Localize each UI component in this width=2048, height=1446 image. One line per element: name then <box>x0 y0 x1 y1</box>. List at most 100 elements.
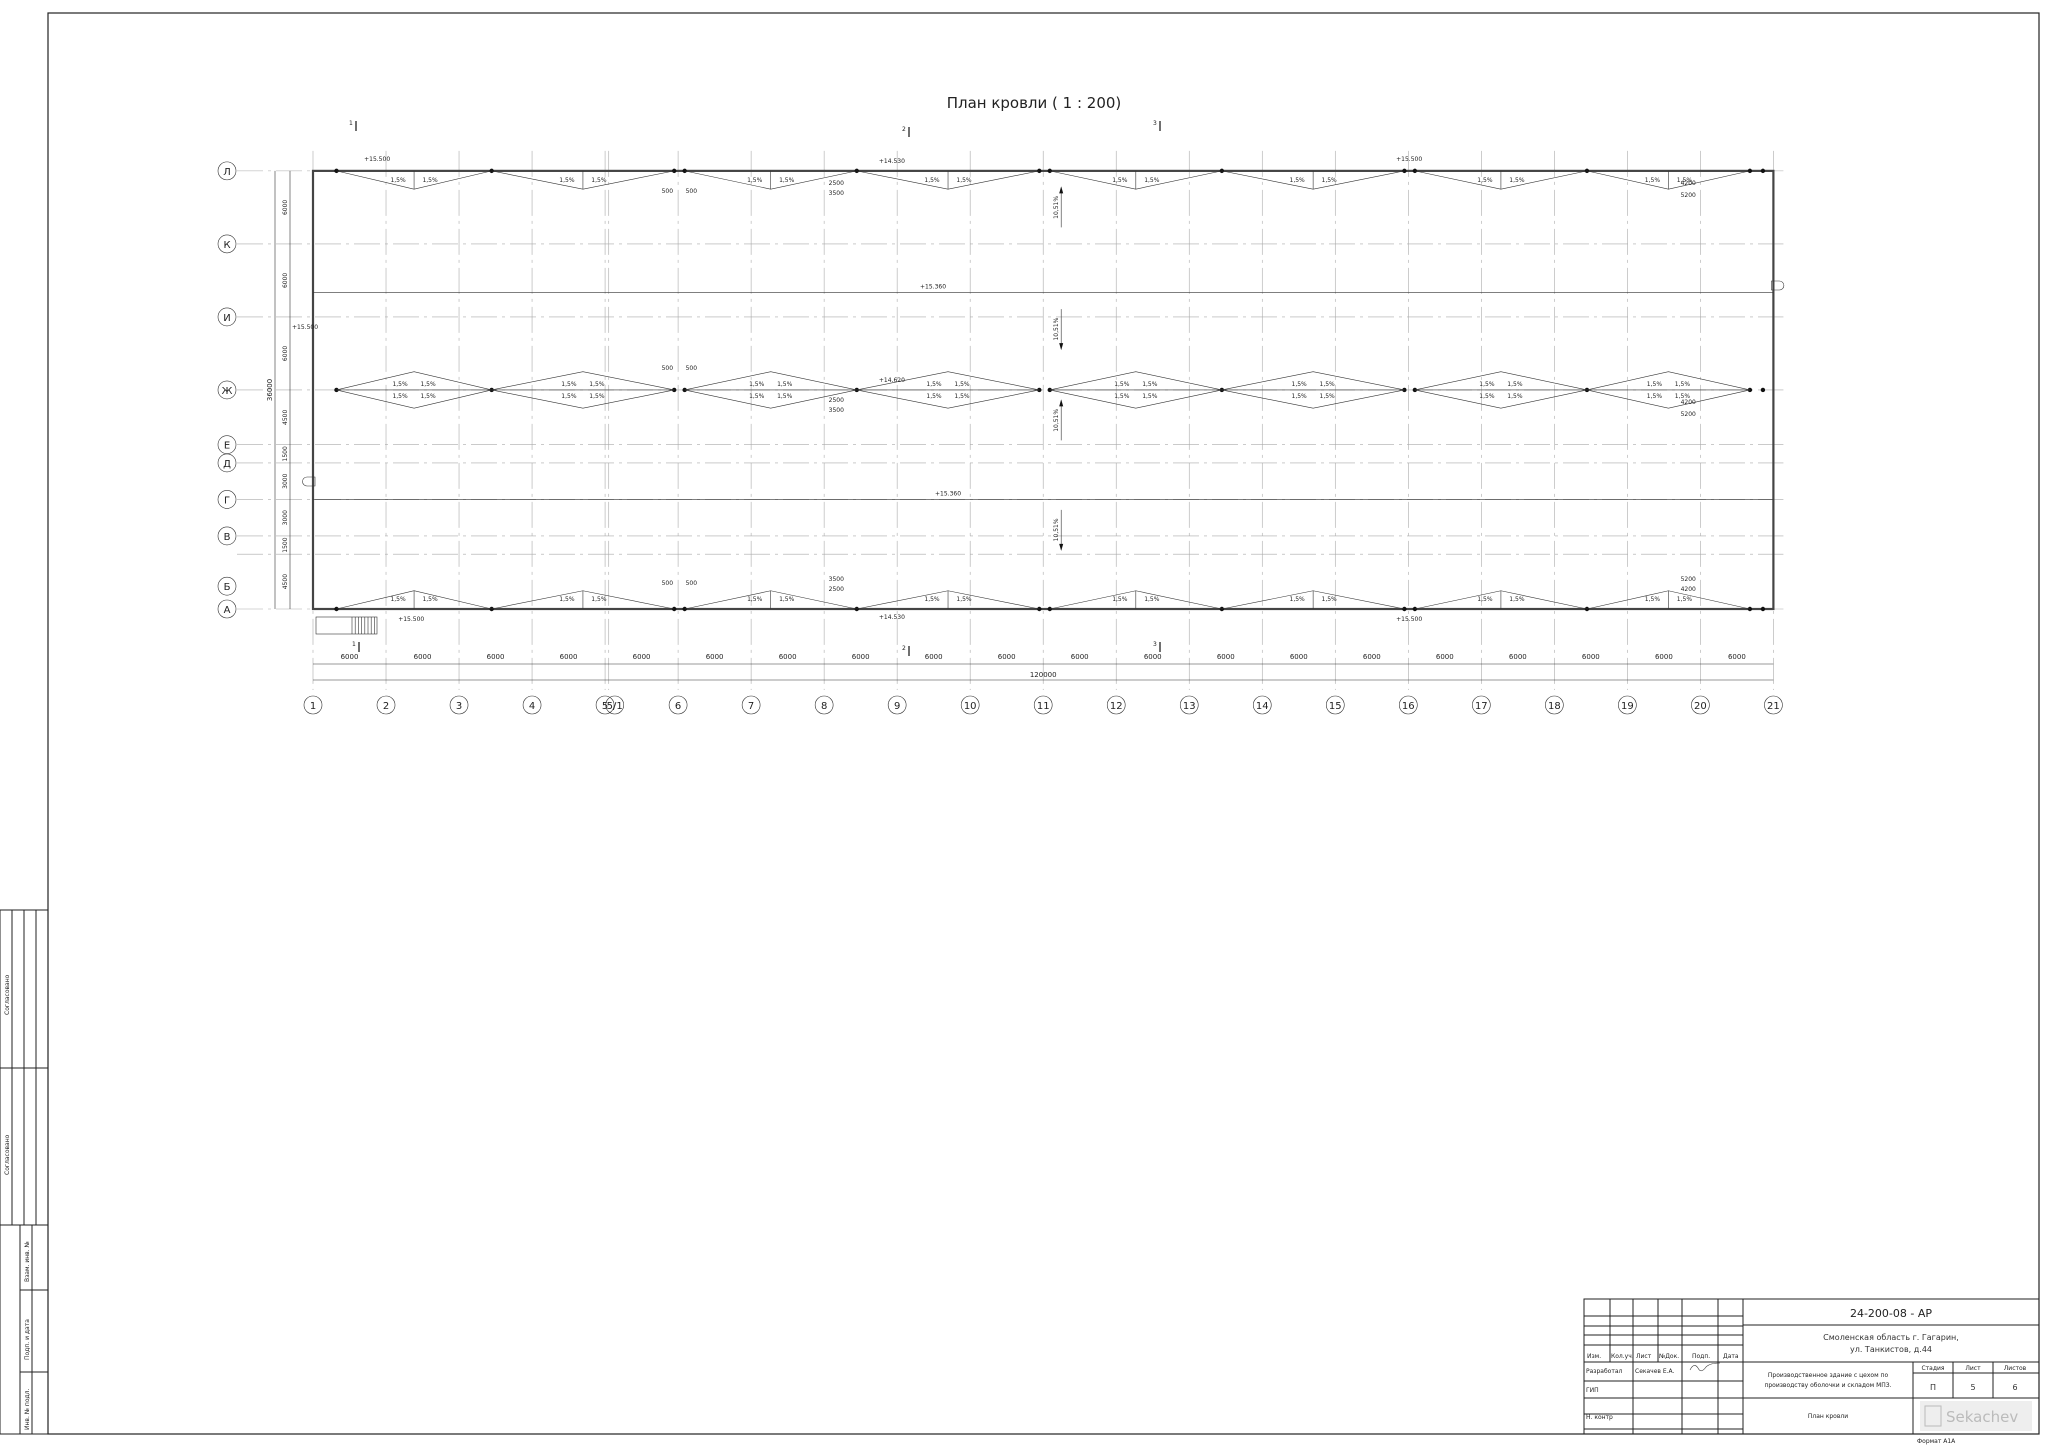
column-axis-label: 16 <box>1402 701 1415 712</box>
row-spacing-dimension: 6000 <box>282 200 289 215</box>
parapet-elevation: +15.500 <box>364 156 390 163</box>
row-spacing-dimension: 3000 <box>282 510 289 525</box>
drain-offset-dimension: 500 <box>662 365 674 372</box>
column-axis-bubble <box>814 695 834 715</box>
stamp-inv-orig: Инв. № подл. <box>24 1389 31 1430</box>
bay-dimension: 6000 <box>1144 653 1162 661</box>
header-list: Лист <box>1636 1353 1652 1360</box>
drain-dimension: 3500 <box>829 576 844 583</box>
parapet-elevation: +15.500 <box>398 616 424 623</box>
parapet-elevation: +15.500 <box>292 324 318 331</box>
sheet-format: Формат А1А <box>1917 1438 1956 1445</box>
slope-label: 1,5% <box>1290 596 1306 603</box>
column-axis-label: 4 <box>529 701 535 712</box>
column-axis-label: 18 <box>1548 701 1561 712</box>
column-axis-bubble <box>668 695 688 715</box>
slope-label: 1,5% <box>1114 381 1130 388</box>
slope-label: 1,5% <box>1509 177 1525 184</box>
column-axis-bubble <box>303 695 323 715</box>
slope-label: 1,5% <box>1479 393 1495 400</box>
column-axis-label: 20 <box>1694 701 1707 712</box>
parapet-elevation: +15.500 <box>1396 156 1422 163</box>
header-izm: Изм. <box>1587 1353 1601 1360</box>
slope-label: 1,5% <box>1112 596 1128 603</box>
bay-dimension: 6000 <box>1509 653 1527 661</box>
bay-dimension: 6000 <box>998 653 1016 661</box>
row-axis-bubble <box>217 234 237 254</box>
column-axis-label: 10 <box>964 701 977 712</box>
row-axis-label: А <box>224 605 231 616</box>
row-axis-label: В <box>224 532 231 543</box>
column-axis-bubble <box>376 695 396 715</box>
slope-label: 1,5% <box>779 596 795 603</box>
slope-label: 1,5% <box>1322 177 1338 184</box>
row-axis-bubble <box>217 380 237 400</box>
drain-offset-dimension: 500 <box>686 365 698 372</box>
slope-arrow-head <box>1059 343 1064 351</box>
drain-dimension: 3500 <box>829 190 844 197</box>
main-slope-label: 10,51% <box>1053 317 1060 340</box>
column-axis-label: 2 <box>383 701 389 712</box>
header-kol-uch: Кол.уч. <box>1611 1353 1634 1360</box>
row-axis-label: Е <box>224 441 230 452</box>
slope-label: 1,5% <box>422 596 438 603</box>
slope-label: 1,5% <box>1142 393 1158 400</box>
row-spacing-dimension: 1500 <box>282 446 289 461</box>
column-axis-bubble <box>449 695 469 715</box>
column-axis-bubble <box>1252 695 1272 715</box>
slope-label: 1,5% <box>1645 177 1661 184</box>
slope-label: 1,5% <box>591 596 607 603</box>
slope-label: 1,5% <box>1675 393 1691 400</box>
slope-label: 1,5% <box>561 381 577 388</box>
row-axis-bubble <box>217 435 237 455</box>
column-axis-bubble <box>960 695 980 715</box>
column-axis-label: 13 <box>1183 701 1196 712</box>
ridge-elevation: +15.360 <box>935 490 961 497</box>
side-stamp: Согласовано Согласовано Взам. инв. № Под… <box>0 909 49 1435</box>
slope-label: 1,5% <box>747 177 763 184</box>
roof-drain <box>1402 606 1407 612</box>
slope-label: 1,5% <box>390 596 406 603</box>
row-axis-bubble <box>217 576 237 596</box>
roof-drain <box>1037 606 1042 612</box>
stamp-sign-date: Подп. и дата <box>24 1319 31 1360</box>
slope-label: 1,5% <box>422 177 438 184</box>
bay-dimension: 6000 <box>633 653 651 661</box>
column-axis-label: 21 <box>1767 701 1780 712</box>
bay-dimension: 6000 <box>1363 653 1381 661</box>
row-axis-bubble <box>217 526 237 546</box>
slope-label: 1,5% <box>589 381 605 388</box>
slope-label: 1,5% <box>749 393 765 400</box>
slope-label: 1,5% <box>1292 381 1308 388</box>
row-spacing-dimension: 6000 <box>282 273 289 288</box>
drain-offset-dimension: 500 <box>662 580 674 587</box>
title-block: 24-200-08 - АР Смоленская область г. Гаг… <box>1583 1298 2040 1445</box>
logo-icon <box>1924 1405 1942 1427</box>
column-axis-label: 3 <box>456 701 462 712</box>
drainage-diamond <box>491 371 675 409</box>
slope-label: 1,5% <box>1507 393 1523 400</box>
drain-offset-dimension: 500 <box>686 580 698 587</box>
slope-arrow-head <box>1059 399 1064 407</box>
stage-value: П <box>1930 1383 1936 1392</box>
main-slope-label: 10,51% <box>1053 196 1060 219</box>
row-spacing-dimension: 4500 <box>282 574 289 589</box>
row-axis-label: Ж <box>222 386 233 397</box>
column-axis-bubble <box>741 695 761 715</box>
roof-drain <box>1402 168 1407 174</box>
role-n-kontr: Н. контр <box>1586 1414 1613 1421</box>
column-axis-label: 11 <box>1037 701 1050 712</box>
logo-text: Sekachev <box>1946 1408 2018 1426</box>
row-axis-bubble <box>217 490 237 509</box>
slope-label: 1,5% <box>1675 381 1691 388</box>
sheet-value: 5 <box>1970 1383 1975 1392</box>
stamp-replace-inv: Взам. инв. № <box>24 1241 31 1282</box>
slope-arrow-head <box>1059 186 1064 194</box>
slope-label: 1,5% <box>1292 393 1308 400</box>
roof-ladder-symbol <box>302 476 316 487</box>
drain-dimension: 5200 <box>1681 192 1696 199</box>
column-axis-bubble <box>1691 695 1710 715</box>
drainage-diamond <box>856 371 1040 409</box>
roof-drain <box>1760 387 1766 393</box>
drain-dimension: 5200 <box>1681 576 1696 583</box>
